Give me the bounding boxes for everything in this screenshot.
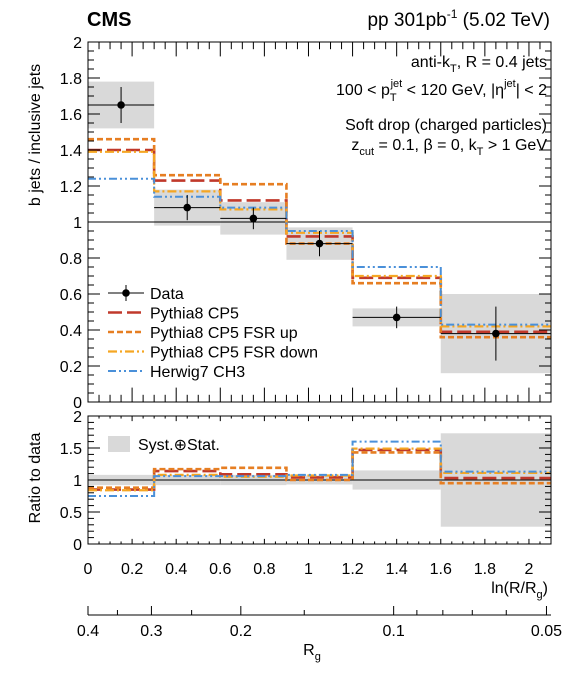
ratio-y-axis-title: Ratio to data: [27, 433, 44, 524]
x-tick-label: 1.4: [386, 561, 408, 578]
data-point: [492, 329, 500, 338]
legend-label-pythia8-cp5: Pythia8 CP5: [150, 306, 239, 323]
data-point: [249, 214, 258, 223]
ratio-legend: Syst.⊕Stat.: [108, 436, 220, 454]
ratio-panel: 0 0.5 1 1.5 2 0 0.2 0.4 0.6 0.8 1 1.2 1.4 1.6 1.8 2: [60, 409, 552, 578]
secondary-tick-label: 0.4: [77, 623, 99, 640]
legend-label-pythia8-cp5-fsr-down: Pythia8 CP5 FSR down: [150, 345, 318, 362]
secondary-tick-label: 0.3: [140, 623, 162, 640]
x-tick-label: 1.8: [474, 561, 496, 578]
legend-label-pythia8-cp5-fsr-up: Pythia8 CP5 FSR up: [150, 325, 298, 342]
y-tick-label: 2: [73, 35, 82, 52]
x-tick-label: 0.8: [253, 561, 275, 578]
annotation-pt-range: 100 < pTjet < 120 GeV, |ηjet| < 2: [336, 78, 547, 104]
y-tick-label: 1: [73, 473, 82, 490]
data-point: [183, 203, 192, 212]
x-tick-label: 0.4: [165, 561, 187, 578]
data-point: [315, 239, 324, 248]
y-tick-label: 1.2: [60, 179, 82, 196]
annotation-soft-drop: Soft drop (charged particles): [345, 117, 547, 134]
x-tick-label: 1: [304, 561, 313, 578]
main-y-axis-title: b jets / inclusive jets: [27, 64, 44, 206]
x-tick-label: 0.2: [121, 561, 143, 578]
y-tick-label: 1.5: [60, 441, 82, 458]
y-tick-label: 0.8: [60, 251, 82, 268]
series-pythia8-cp5-fsr-down: [88, 447, 551, 492]
y-tick-label: 0: [73, 537, 82, 554]
series-herwig7-ch3: [88, 440, 551, 497]
y-tick-label: 2: [73, 409, 82, 426]
main-panel: 0 0.2 0.4 0.6 0.8 1 1.2 1.4 1.6 1.8 2: [60, 35, 552, 412]
y-tick-label: 0.2: [60, 359, 82, 376]
x-tick-label: 2: [524, 561, 533, 578]
secondary-tick-label: 0.05: [531, 623, 562, 640]
legend-swatch-syst-band: [108, 436, 130, 452]
x-tick-label: 1.2: [341, 561, 363, 578]
y-tick-label: 1.6: [60, 107, 82, 124]
legend-label-syst-band: Syst.⊕Stat.: [138, 437, 220, 454]
x-tick-label: 0.6: [209, 561, 231, 578]
y-tick-label: 1.8: [60, 71, 82, 88]
y-tick-label: 1: [73, 215, 82, 232]
energy-label: pp 301pb-1 (5.02 TeV): [367, 7, 550, 31]
data-point: [392, 313, 401, 322]
annotation-block: anti-kT, R = 0.4 jets 100 < pTjet < 120 …: [336, 54, 547, 158]
x-axis-title: ln(R/Rg): [491, 580, 548, 601]
x-tick-label: 0: [84, 561, 93, 578]
data-point: [117, 101, 125, 109]
series-herwig7-ch3: [88, 177, 551, 326]
secondary-tick-label: 0.1: [383, 623, 405, 640]
annotation-jet-algo: anti-kT, R = 0.4 jets: [411, 54, 547, 75]
series-pythia8-cp5-fsr-down: [88, 150, 551, 328]
legend-label-herwig7-ch3: Herwig7 CH3: [150, 364, 245, 381]
secondary-tick-label: 0.2: [230, 623, 252, 640]
y-tick-label: 0.6: [60, 287, 82, 304]
y-tick-label: 1.4: [60, 143, 82, 160]
secondary-x-axis: 0.4 0.3 0.2 0.1 0.05: [77, 606, 562, 640]
y-tick-label: 0: [73, 395, 82, 412]
secondary-x-axis-title: Rg: [303, 642, 321, 663]
annotation-zcut: zcut = 0.1, β = 0, kT > 1 GeV: [351, 137, 547, 158]
x-tick-label: 1.6: [430, 561, 452, 578]
legend-label-data: Data: [150, 286, 184, 303]
cms-label: CMS: [87, 9, 131, 31]
legend-marker-data: [122, 289, 130, 297]
y-tick-label: 0.5: [60, 505, 82, 522]
y-tick-label: 0.4: [60, 323, 82, 340]
main-legend: Data Pythia8 CP5 Pythia8 CP5 FSR up Pythia8…: [108, 285, 318, 381]
